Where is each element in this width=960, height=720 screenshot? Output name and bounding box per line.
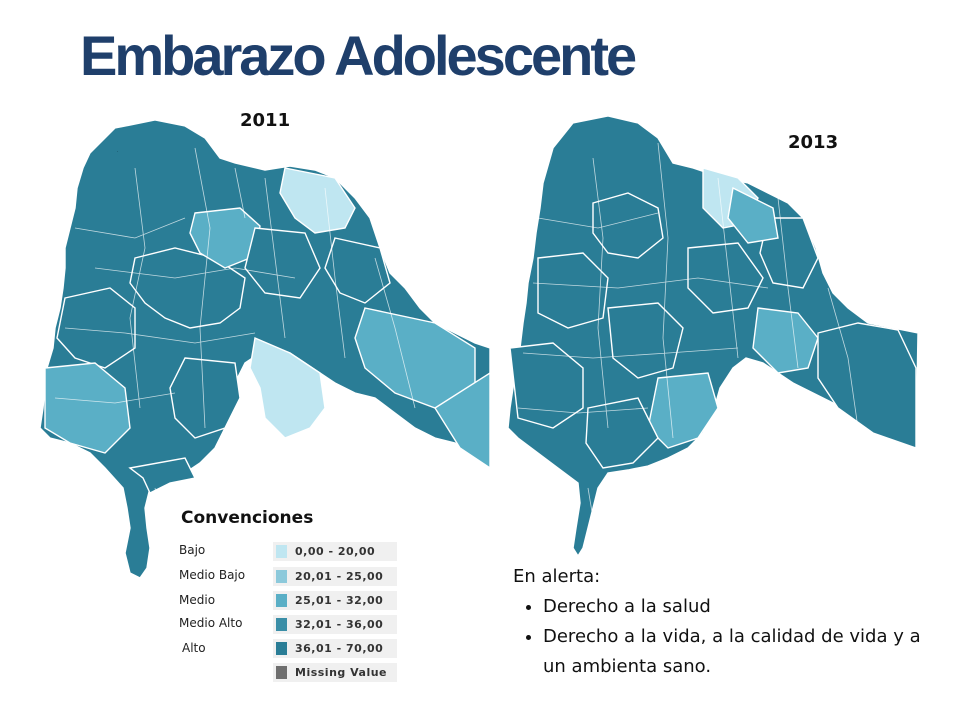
legend-range: 32,01 - 36,00 <box>295 618 384 631</box>
alert-heading: En alerta: <box>513 566 601 587</box>
map-region <box>509 342 584 429</box>
map-region <box>647 372 719 449</box>
legend-range: 25,01 - 32,00 <box>295 594 384 607</box>
legend-row: 32,01 - 36,00 <box>273 615 397 634</box>
legend-range: 0,00 - 20,00 <box>295 545 376 558</box>
map-region <box>56 287 136 369</box>
legend-title: Convenciones <box>181 508 314 528</box>
legend-swatch <box>276 618 287 631</box>
legend-label-medio-alto: Medio Alto <box>179 616 243 630</box>
legend-label-medio: Medio <box>179 593 216 607</box>
legend-swatch <box>276 666 287 679</box>
legend-swatch <box>276 594 287 607</box>
alert-item: Derecho a la salud <box>543 592 943 622</box>
map-region <box>585 397 659 469</box>
municipio-label: · <box>117 150 118 155</box>
legend-row: 25,01 - 32,00 <box>273 591 397 610</box>
map-region <box>324 237 391 304</box>
map-year-2011: 2011 <box>240 110 291 131</box>
map-region <box>169 357 241 439</box>
map-borders <box>54 147 416 539</box>
alert-box: En alerta: Derecho a la salud Derecho a … <box>513 562 943 682</box>
alert-item: Derecho a la vida, a la calidad de vida … <box>543 622 943 682</box>
map-region <box>434 371 491 470</box>
legend-range: 20,01 - 25,00 <box>295 570 384 583</box>
legend-range: Missing Value <box>295 666 388 679</box>
map-region <box>537 252 609 329</box>
legend-range: 36,01 - 70,00 <box>295 642 384 655</box>
map-region <box>592 192 664 259</box>
legend-row: 20,01 - 25,00 <box>273 567 397 586</box>
legend-swatch <box>276 570 287 583</box>
legend-label-bajo: Bajo <box>179 543 206 557</box>
map-2013 <box>507 115 919 558</box>
map-region <box>128 457 197 494</box>
alert-list: Derecho a la salud Derecho a la vida, a … <box>513 592 943 682</box>
map-region <box>727 186 779 244</box>
map-region <box>687 242 764 314</box>
map-region <box>752 307 819 374</box>
map-region <box>817 322 917 449</box>
legend-label-medio-bajo: Medio Bajo <box>179 568 246 582</box>
map-region <box>244 227 321 299</box>
map-region <box>44 362 131 454</box>
map-region <box>249 337 326 439</box>
legend-swatch <box>276 545 287 558</box>
map-2011: · <box>39 119 491 579</box>
legend-row: 36,01 - 70,00 <box>273 639 397 658</box>
map-region <box>607 302 684 379</box>
legend-label-alto: Alto <box>182 641 206 655</box>
map-year-2013: 2013 <box>788 132 839 153</box>
legend-swatch <box>276 642 287 655</box>
legend-row: Missing Value <box>273 663 397 682</box>
map-borders <box>517 142 859 549</box>
slide-title: Embarazo Adolescente <box>80 24 637 87</box>
legend-row: 0,00 - 20,00 <box>273 542 397 561</box>
